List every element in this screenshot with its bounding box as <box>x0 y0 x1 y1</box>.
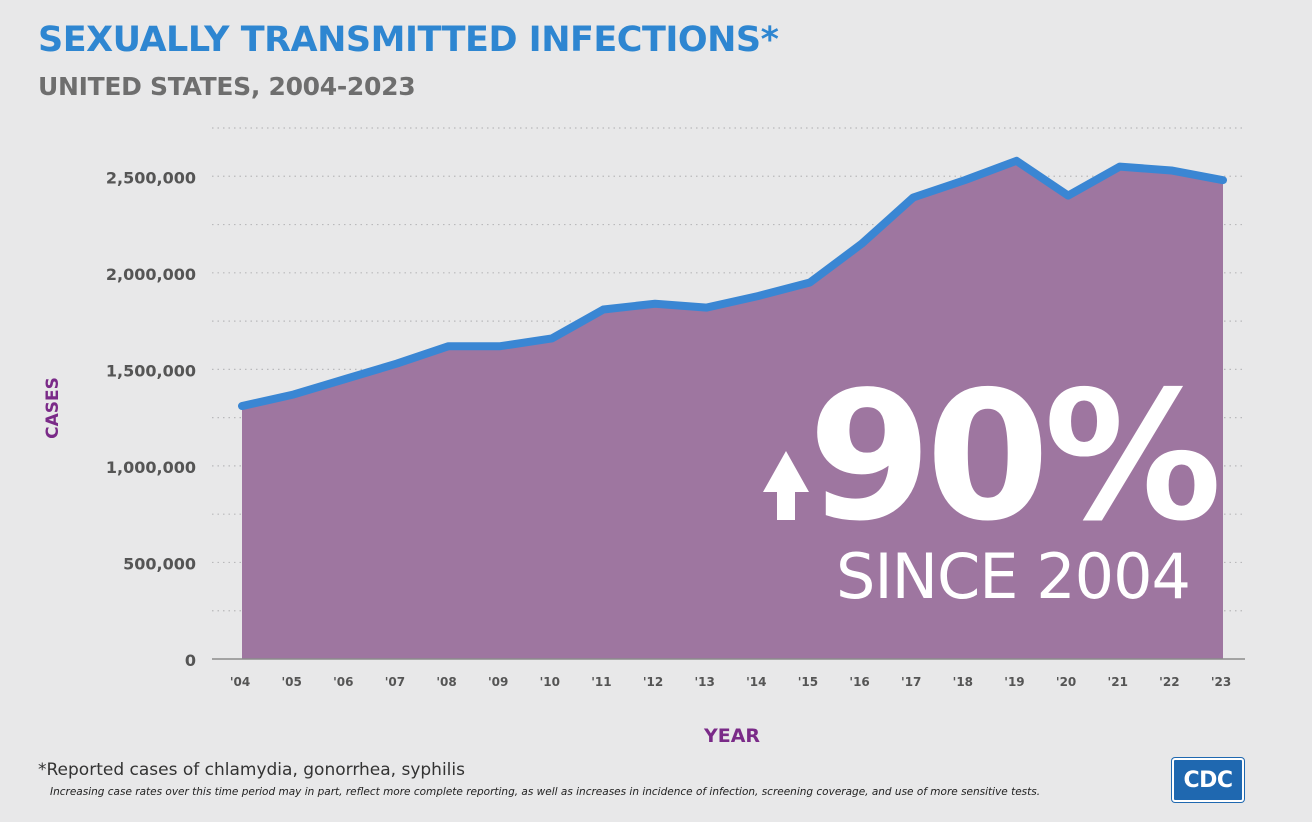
x-tick-label: '15 <box>798 675 818 689</box>
cases-area <box>242 160 1223 660</box>
y-tick-label: 1,000,000 <box>106 458 196 477</box>
x-tick-label: '04 <box>230 675 250 689</box>
x-tick-label: '09 <box>488 675 508 689</box>
x-tick-label: '05 <box>281 675 301 689</box>
x-tick-label: '20 <box>1056 675 1076 689</box>
x-tick-label: '11 <box>591 675 611 689</box>
callout: 90% SINCE 2004 <box>763 353 1223 613</box>
callout-since: SINCE 2004 <box>836 540 1190 613</box>
x-tick-label: '23 <box>1211 675 1231 689</box>
x-tick-label: '06 <box>333 675 353 689</box>
x-tick-label: '22 <box>1159 675 1179 689</box>
y-tick-label: 0 <box>185 651 196 670</box>
callout-percent: 90% <box>808 353 1217 560</box>
y-axis-label: CASES <box>43 377 63 439</box>
x-tick-label: '18 <box>953 675 973 689</box>
y-tick-label: 2,500,000 <box>106 168 196 187</box>
x-tick-label: '21 <box>1108 675 1128 689</box>
x-tick-label: '10 <box>540 675 560 689</box>
page-title: SEXUALLY TRANSMITTED INFECTIONS* <box>38 20 779 60</box>
y-tick-label: 1,500,000 <box>106 361 196 380</box>
footnote: *Reported cases of chlamydia, gonorrhea,… <box>38 760 465 780</box>
x-axis-label: YEAR <box>703 725 760 747</box>
x-tick-label: '13 <box>694 675 714 689</box>
cases-line <box>238 156 1227 411</box>
x-tick-label: '16 <box>849 675 869 689</box>
y-tick-label: 500,000 <box>123 554 196 573</box>
x-tick-label: '19 <box>1004 675 1024 689</box>
y-tick-label: 2,000,000 <box>106 265 196 284</box>
x-tick-label: '12 <box>643 675 663 689</box>
x-tick-label: '08 <box>436 675 456 689</box>
x-tick-label: '14 <box>746 675 766 689</box>
up-arrow-icon <box>763 451 809 520</box>
page-subtitle: UNITED STATES, 2004-2023 <box>38 72 416 101</box>
disclaimer: Increasing case rates over this time per… <box>50 786 1041 798</box>
x-tick-label: '07 <box>385 675 405 689</box>
cdc-logo: CDC <box>1172 758 1244 802</box>
x-tick-label: '17 <box>901 675 921 689</box>
